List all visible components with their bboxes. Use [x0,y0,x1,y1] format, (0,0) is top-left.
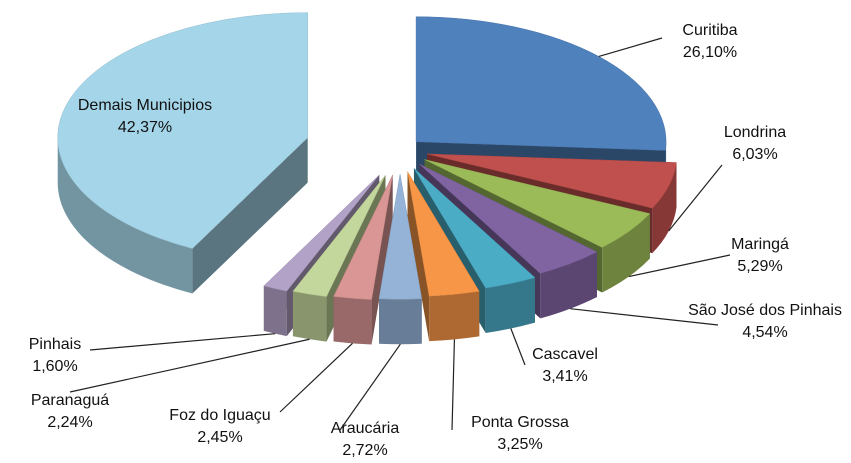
slice-wall [292,291,327,342]
label-value: 26,10% [682,44,738,61]
slice-side [407,171,430,342]
slice-wall [485,277,535,333]
data-label: São José dos Pinhais 4,54% [680,300,850,344]
label-name: Demais Municipios [77,97,213,114]
slice-side [263,175,380,331]
slice-wall [429,291,480,342]
label-name: Pinhais [28,336,82,353]
label-name: Ponta Grossa [471,414,569,431]
leader-line [279,342,353,413]
label-value: 6,03% [732,146,778,163]
label-name: Foz do Iguaçu [169,407,271,424]
slice-wall [57,137,193,294]
leader-line [570,308,719,326]
slice-wall [652,162,677,254]
label-name: Paranaguá [30,392,110,409]
leader-line [510,328,526,366]
label-value: 5,29% [737,258,783,275]
leader-line [598,37,663,58]
label-name: São José dos Pinhais [688,302,842,319]
label-value: 1,60% [32,358,78,375]
slice [333,174,393,300]
data-label: Pinhais 1,60% [0,334,110,378]
slice [415,16,667,151]
label-value: 2,24% [47,414,93,431]
data-label: Araucária 2,72% [310,418,420,462]
label-value: 3,25% [497,436,543,453]
label-value: 3,41% [542,368,588,385]
slice-wall [602,213,650,293]
label-value: 2,72% [342,442,388,459]
data-label: Londrina 6,03% [700,122,810,166]
label-value: 2,45% [197,429,243,446]
leader-line [628,254,731,278]
label-name: Londrina [723,124,787,141]
label-name: Araucária [330,420,400,437]
leader-line [339,343,401,431]
leader-line [89,333,276,351]
data-label: Paranaguá 2,24% [10,390,130,434]
label-name: Cascavel [532,346,598,363]
slice [378,174,423,300]
data-label: Cascavel 3,41% [510,344,620,388]
slice [419,163,598,274]
slice-wall [263,285,287,337]
slice [424,159,651,248]
label-value: 42,37% [117,119,173,136]
data-label: Foz do Iguaçu 2,45% [140,405,300,449]
slice [57,12,308,249]
slice [427,153,677,209]
slice [407,171,480,297]
slice-wall [333,296,372,345]
slice [413,168,536,289]
label-value: 4,54% [742,324,788,341]
slice-wall [540,251,597,319]
leader-line [668,164,723,232]
label-name: Curitiba [682,22,738,39]
data-label: Demais Municipios 42,37% [30,95,260,139]
slice [292,174,386,297]
slice [263,174,380,292]
leader-line [69,338,310,393]
label-name: Maringá [731,236,789,253]
leader-line [451,339,456,431]
data-label: Ponta Grossa 3,25% [440,412,600,456]
data-label: Curitiba 26,10% [640,20,780,64]
data-label: Maringá 5,29% [700,234,820,278]
slice-side [192,137,308,294]
slice-wall [379,298,422,345]
